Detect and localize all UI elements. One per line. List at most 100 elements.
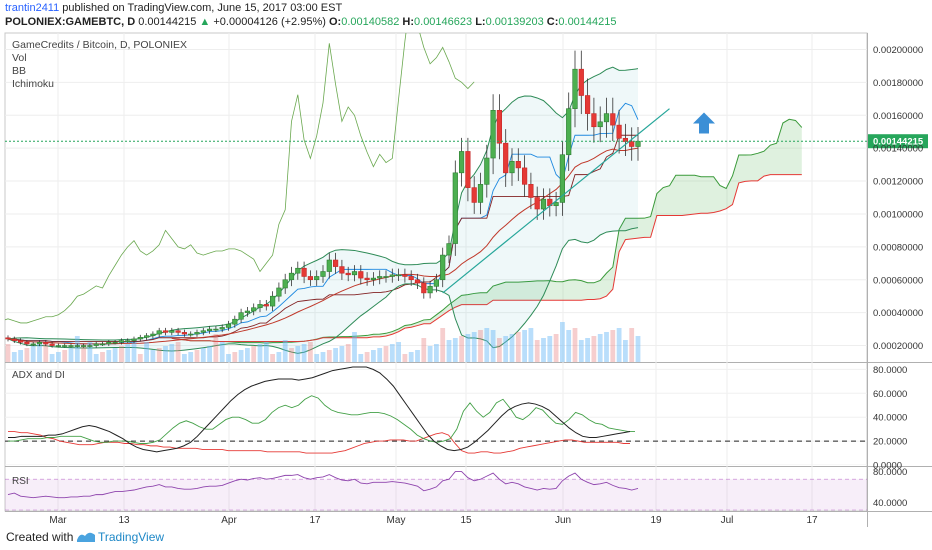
- adx-tick-label: 0.0000: [873, 461, 902, 472]
- bb-lower-line: [7, 227, 639, 354]
- candle-body: [553, 202, 559, 207]
- volume-bar: [5, 344, 11, 362]
- adx-title: ADX and DI: [12, 370, 65, 381]
- candle-body: [11, 338, 17, 341]
- candle-body: [276, 287, 282, 297]
- volume-bar: [415, 350, 420, 362]
- y-tick-label: 0.00060000: [873, 275, 923, 286]
- adx-pane: [5, 366, 867, 465]
- chikou-span: [5, 33, 475, 324]
- candle-body: [263, 304, 269, 307]
- bb-upper-line: [7, 66, 639, 341]
- close-label: C:: [546, 16, 559, 28]
- volume-bar: [389, 344, 395, 362]
- candle-body: [370, 277, 377, 281]
- time-axis: Mar 13 Apr 17 May 15 Jun 19 Jul 17: [49, 515, 818, 526]
- volume-bar: [440, 328, 446, 362]
- candle-body: [503, 142, 509, 174]
- high-label: H:: [402, 16, 415, 28]
- candle-body: [635, 140, 641, 147]
- candle-body: [540, 198, 547, 210]
- high-value: 0.00146623: [414, 16, 473, 28]
- candle-body: [465, 151, 471, 188]
- volume-bar: [616, 328, 622, 362]
- volume-bar: [522, 330, 527, 362]
- volume-bar: [282, 340, 288, 362]
- trendline: [442, 108, 670, 294]
- volume-bar: [434, 344, 439, 362]
- volume-bar: [68, 348, 74, 362]
- candle-body: [566, 108, 572, 156]
- candle-body: [477, 184, 484, 203]
- volume-bar: [452, 338, 458, 362]
- candle-body: [572, 68, 578, 109]
- volume-bar: [459, 336, 464, 362]
- tradingview-link[interactable]: TradingView: [98, 530, 165, 544]
- cloud-fill: [171, 119, 802, 344]
- low-label: L:: [475, 16, 486, 28]
- volume-bar: [629, 328, 635, 362]
- candle-body: [295, 267, 301, 274]
- candle-body: [5, 337, 11, 340]
- volume-bar: [251, 346, 257, 362]
- di-plus-line: [8, 395, 635, 444]
- candle-body: [55, 345, 61, 347]
- adx-tick-label: 60.0000: [873, 389, 907, 400]
- candle-body: [616, 124, 622, 139]
- candle-body: [358, 271, 364, 279]
- volume-bar: [257, 344, 263, 362]
- author-link[interactable]: trantin2411: [5, 2, 60, 14]
- legend-title: GameCredits / Bitcoin, D, POLONIEX: [12, 39, 187, 51]
- candle-body: [452, 172, 458, 244]
- volume-bar: [314, 354, 320, 362]
- volume-bar: [308, 342, 313, 362]
- candle-body: [591, 113, 597, 128]
- candle-body: [118, 340, 124, 343]
- rsi-title: RSI: [12, 476, 29, 487]
- x-tick-label: Mar: [49, 515, 67, 526]
- candle-body: [238, 312, 244, 320]
- volume-bar: [591, 336, 597, 362]
- candle-body: [188, 333, 194, 336]
- adx-tick-label: 40.0000: [873, 413, 907, 424]
- volume-bar: [175, 342, 181, 362]
- volume-bar: [610, 330, 616, 362]
- candle-body: [62, 345, 68, 347]
- candle-body: [402, 274, 408, 277]
- candle-body: [496, 110, 503, 144]
- up-arrow-icon: ▲: [199, 16, 211, 28]
- candle-body: [125, 340, 131, 342]
- volume-bar: [43, 342, 49, 362]
- candle-body: [251, 307, 257, 312]
- tradingview-logo-icon[interactable]: [76, 529, 96, 545]
- volume-bar: [396, 342, 401, 362]
- x-tick-label: 19: [650, 515, 662, 526]
- legend-bb: BB: [12, 65, 26, 77]
- candle-body: [24, 341, 30, 345]
- trendline-segment: [442, 108, 670, 294]
- volume-bar: [547, 336, 553, 362]
- volume-bar: [377, 348, 383, 362]
- candle-body: [490, 110, 496, 159]
- x-tick-label: Apr: [221, 515, 237, 526]
- volume-bar: [232, 352, 238, 362]
- up-arrow-icon: [693, 112, 715, 134]
- volume-bar: [24, 348, 30, 362]
- legend-ichimoku: Ichimoku: [12, 78, 54, 90]
- candle-body: [269, 295, 276, 307]
- up-arrow-shape: [693, 112, 715, 134]
- volume-bar: [131, 342, 137, 362]
- price-chart[interactable]: 0.00144215 0.00200000 0.00180000 0.0016000…: [0, 30, 932, 527]
- candle-body: [244, 310, 251, 313]
- candle-body: [484, 157, 490, 185]
- candle-body: [156, 330, 162, 335]
- volume-bar: [49, 354, 55, 362]
- volume-bar: [333, 348, 338, 362]
- y-tick-label: 0.00100000: [873, 209, 923, 220]
- volume-bar: [408, 352, 414, 362]
- volume-bar: [597, 334, 603, 362]
- candle-body: [578, 68, 584, 96]
- candle-body: [301, 267, 307, 277]
- volume-bar: [150, 350, 156, 362]
- rsi-tick-label: 80.0000: [873, 467, 907, 478]
